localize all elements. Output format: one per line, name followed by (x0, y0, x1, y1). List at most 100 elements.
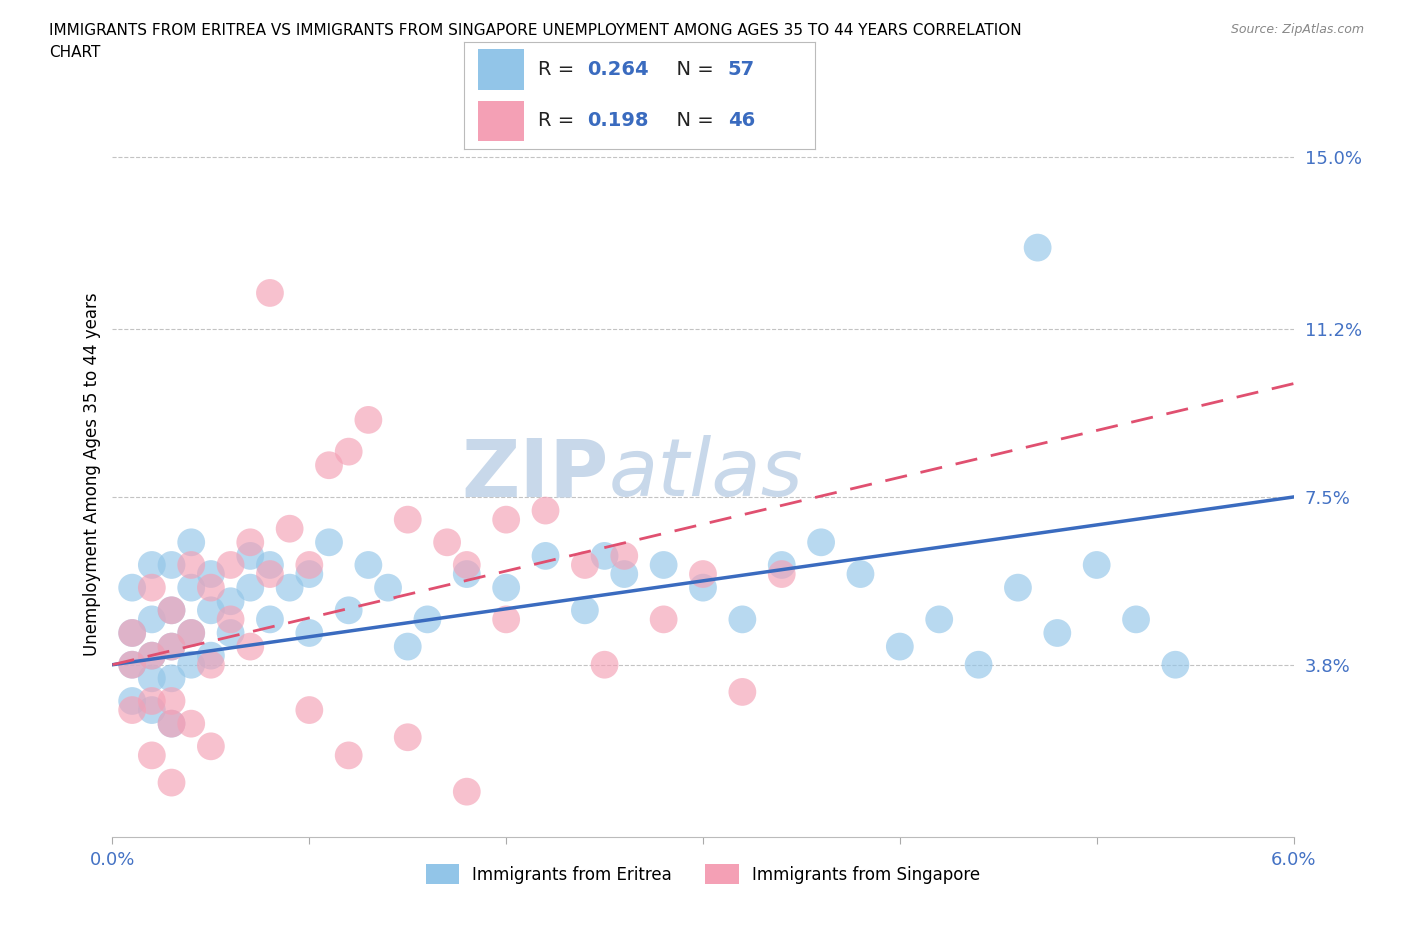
Point (456, 558, 478, 573)
Point (456, 566, 478, 581)
Point (180, 716, 202, 731)
Point (593, 549, 616, 564)
Point (121, 658, 143, 672)
Point (495, 580, 517, 595)
Point (574, 603, 596, 618)
Point (200, 603, 222, 618)
Point (180, 658, 202, 672)
Text: N =: N = (665, 112, 720, 130)
Point (160, 603, 183, 618)
Text: atlas: atlas (609, 435, 803, 513)
Point (180, 626, 202, 641)
Point (200, 738, 222, 753)
Point (278, 580, 301, 595)
Point (200, 658, 222, 672)
Point (200, 566, 222, 581)
Point (180, 535, 202, 550)
Point (396, 730, 419, 745)
Point (121, 694, 143, 709)
Point (928, 612, 950, 627)
Point (160, 558, 183, 573)
FancyBboxPatch shape (478, 49, 524, 90)
Text: 57: 57 (728, 60, 755, 79)
Legend: Immigrants from Eritrea, Immigrants from Singapore: Immigrants from Eritrea, Immigrants from… (419, 857, 987, 890)
Point (337, 445, 360, 459)
Point (770, 566, 793, 581)
Point (141, 648, 163, 663)
Point (180, 558, 202, 573)
Point (967, 658, 990, 672)
Point (652, 612, 675, 627)
Point (770, 558, 793, 573)
Text: Source: ZipAtlas.com: Source: ZipAtlas.com (1230, 23, 1364, 36)
Point (180, 626, 202, 641)
Point (613, 549, 636, 564)
Point (141, 748, 163, 763)
Point (141, 671, 163, 685)
Point (239, 639, 262, 654)
Text: R =: R = (538, 112, 581, 130)
Point (121, 580, 143, 595)
Point (731, 612, 754, 627)
Point (1164, 658, 1187, 672)
Point (121, 658, 143, 672)
Point (298, 566, 321, 581)
Point (1125, 612, 1147, 627)
Point (1007, 580, 1029, 595)
Point (692, 580, 714, 595)
Point (416, 612, 439, 627)
Point (534, 549, 557, 564)
Point (278, 521, 301, 536)
Point (318, 458, 340, 472)
Point (121, 626, 143, 641)
Point (436, 535, 458, 550)
Point (298, 703, 321, 718)
Point (810, 535, 832, 550)
Point (141, 694, 163, 709)
Point (396, 639, 419, 654)
Point (593, 658, 616, 672)
Y-axis label: Unemployment Among Ages 35 to 44 years: Unemployment Among Ages 35 to 44 years (83, 293, 101, 656)
Point (160, 716, 183, 731)
Text: CHART: CHART (49, 45, 101, 60)
Point (357, 413, 380, 428)
Point (160, 776, 183, 790)
Point (1046, 626, 1069, 641)
Point (495, 512, 517, 527)
Point (298, 558, 321, 573)
Point (141, 648, 163, 663)
Point (200, 648, 222, 663)
Point (239, 549, 262, 564)
Point (259, 566, 281, 581)
Point (259, 558, 281, 573)
Point (574, 558, 596, 573)
Point (160, 639, 183, 654)
Point (377, 580, 399, 595)
Point (160, 639, 183, 654)
Point (141, 612, 163, 627)
Text: R =: R = (538, 60, 581, 79)
Text: 0.264: 0.264 (588, 60, 648, 79)
Point (180, 580, 202, 595)
Point (239, 580, 262, 595)
Point (534, 503, 557, 518)
Point (318, 535, 340, 550)
Point (219, 594, 242, 609)
Point (121, 626, 143, 641)
Point (160, 671, 183, 685)
Point (219, 558, 242, 573)
Point (160, 603, 183, 618)
Point (396, 512, 419, 527)
Point (239, 535, 262, 550)
Point (357, 558, 380, 573)
Text: ZIP: ZIP (461, 435, 609, 513)
Point (456, 784, 478, 799)
Text: N =: N = (665, 60, 720, 79)
Point (259, 286, 281, 300)
Point (731, 684, 754, 699)
Point (121, 703, 143, 718)
Point (495, 612, 517, 627)
Point (219, 626, 242, 641)
Point (652, 558, 675, 573)
Point (613, 566, 636, 581)
